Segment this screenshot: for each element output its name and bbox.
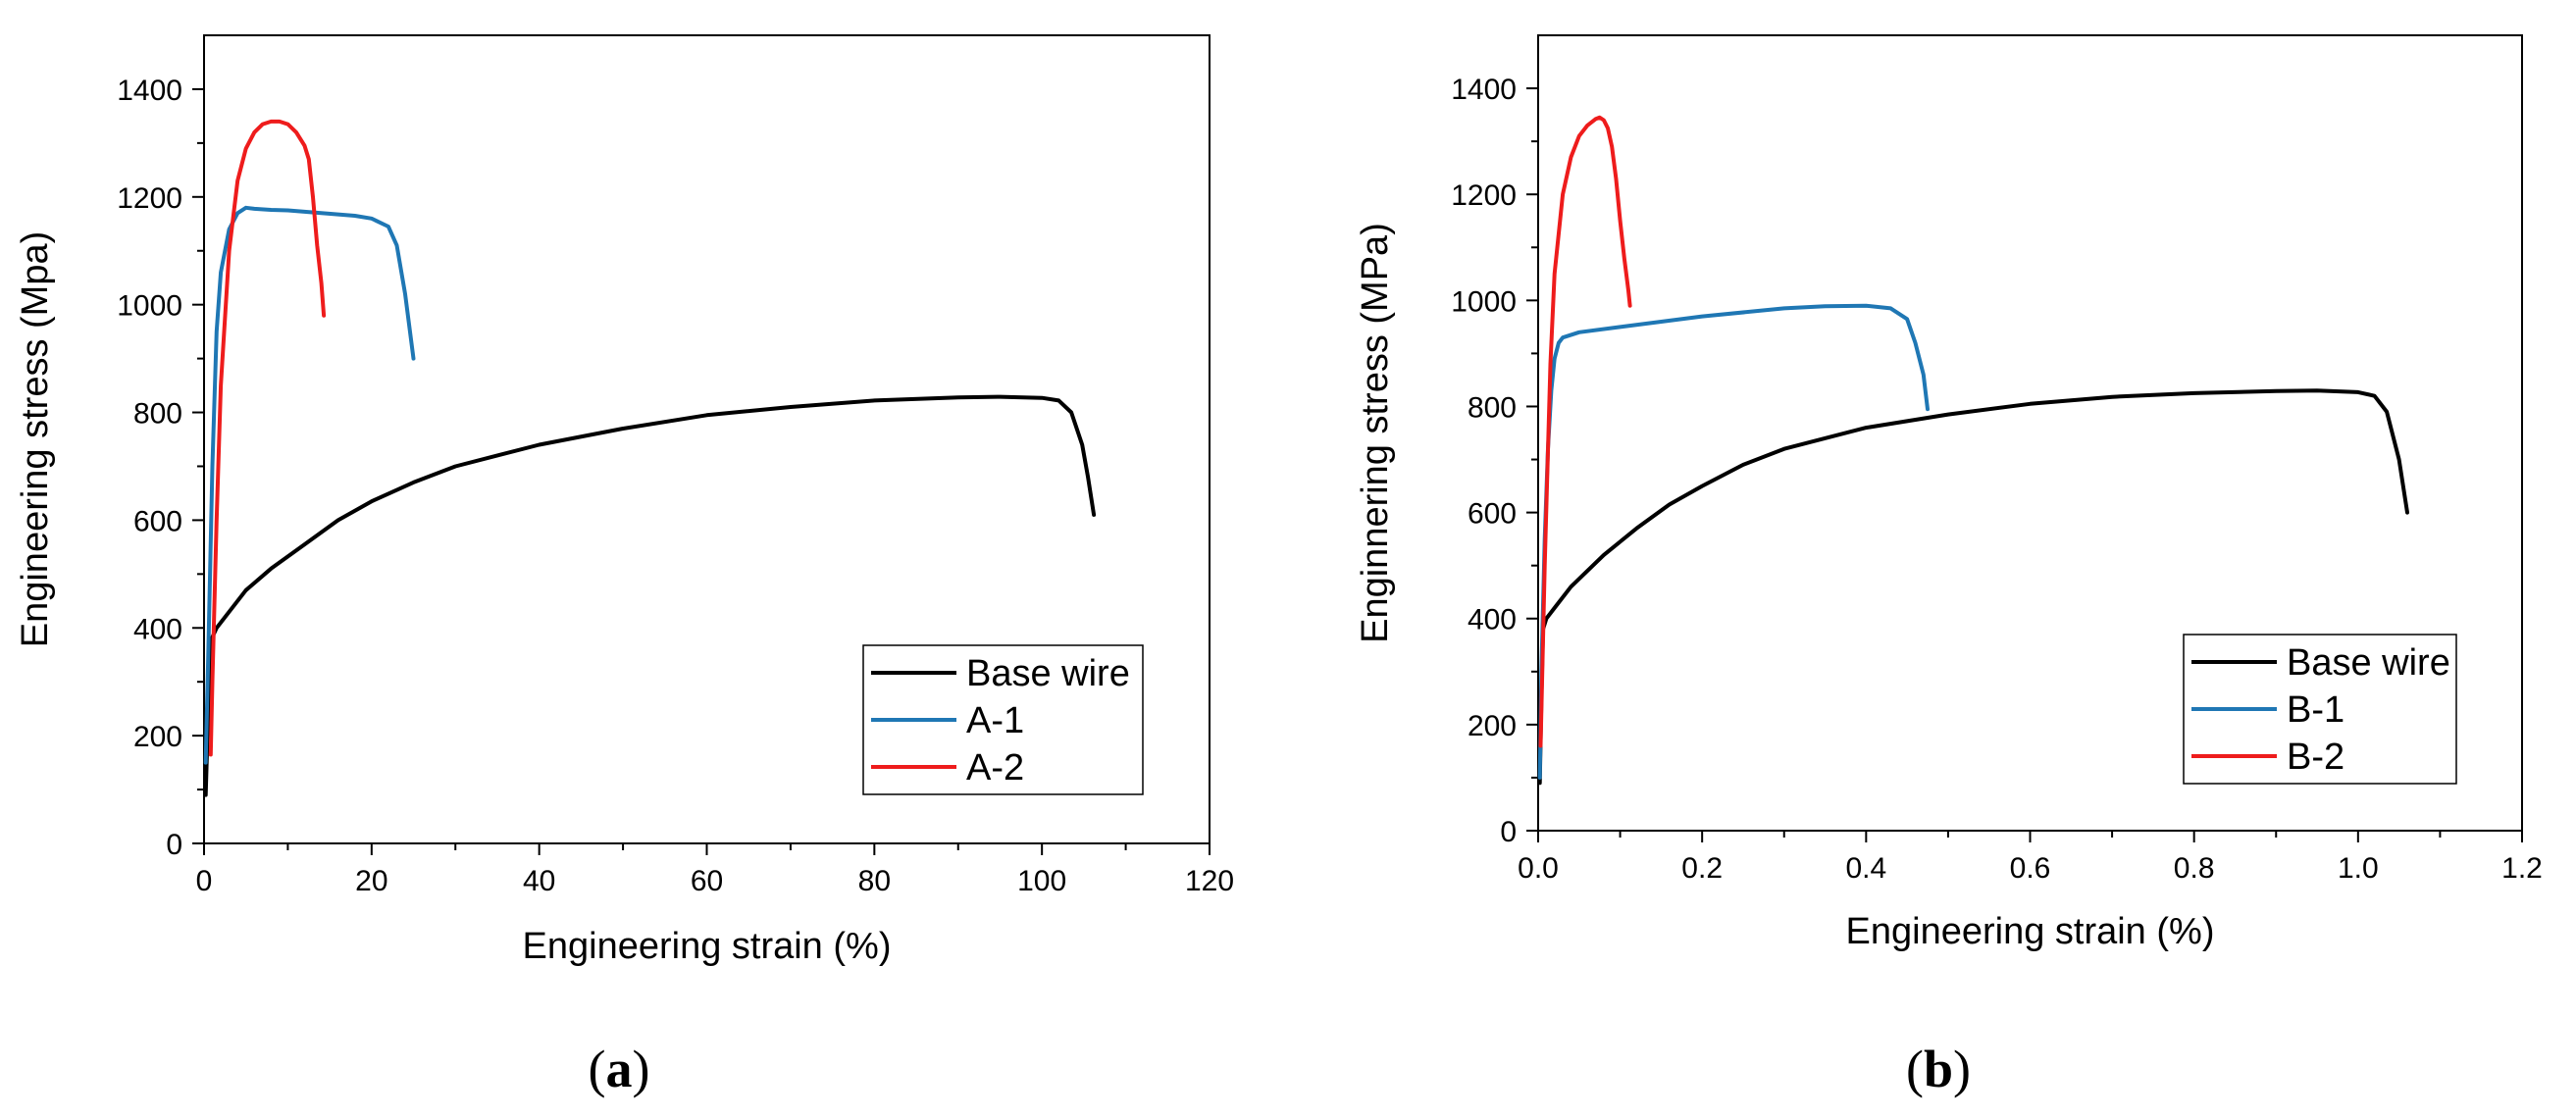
panel-b-x-tick-label: 1.2: [2501, 852, 2543, 885]
panel-a-y-axis-title: Engineering stress (Mpa): [15, 231, 56, 648]
panel-b-x-axis-title: Engineering strain (%): [1846, 911, 2215, 952]
panel-a-y-tick-label: 1200: [117, 182, 182, 215]
panel-a-label: (a): [589, 1040, 650, 1098]
panel-a-series-base-wire: [203, 394, 1097, 797]
panel-a-x-tick-label: 80: [858, 865, 891, 897]
panel-b-series-base-wire: [1537, 388, 2409, 786]
panel-b-y-tick-label: 200: [1468, 710, 1517, 742]
panel-b-series-b-1: [1537, 303, 1930, 780]
panel-b-y-axis-title: Enginnering stress (MPa): [1355, 223, 1396, 643]
panel-a-series-a-1: [203, 205, 416, 765]
panel-b-y-tick-label: 1200: [1451, 179, 1517, 212]
panel-a-x-axis-title: Engineering strain (%): [523, 926, 892, 967]
panel-a-y-tick-label: 200: [133, 721, 182, 753]
panel-b-x-tick-label: 0.8: [2174, 852, 2215, 885]
panel-a-y-tick-label: 1000: [117, 290, 182, 323]
panel-a-y-tick-label: 1400: [117, 75, 182, 107]
panel-b-x-tick-label: 0.4: [1845, 852, 1886, 885]
panel-b-x-tick-label: 0.6: [2010, 852, 2051, 885]
panel-b-y-tick-label: 1400: [1451, 74, 1517, 106]
panel-a-x-tick-label: 60: [691, 865, 723, 897]
panel-b-y-tick-label: 0: [1500, 816, 1517, 848]
panel-a-legend-label: A-1: [966, 700, 1024, 741]
panel-b-x-tick-label: 1.0: [2338, 852, 2379, 885]
panel-a-legend-label: Base wire: [966, 653, 1130, 694]
panel-b-label: (b): [1906, 1040, 1971, 1098]
panel-b-legend-label: B-2: [2287, 737, 2344, 778]
chart-panel-b: 0.0 0.2 0.4 0.6 0.8 1.0 1.2 0 200 400 600 800 1000 12…: [1355, 34, 2543, 1098]
panel-b-y-tick-label: 800: [1468, 391, 1517, 424]
panel-a-legend-label: A-2: [966, 747, 1024, 788]
panel-b-series-b-2: [1538, 115, 1632, 748]
panel-b-legend-label: B-1: [2287, 689, 2344, 731]
panel-b-y-tick-label: 400: [1468, 604, 1517, 636]
panel-a-x-tick-label: 0: [196, 865, 213, 897]
panel-a-series-a-2: [208, 119, 327, 757]
panel-a-y-tick-label: 600: [133, 505, 182, 537]
panel-a-y-tick-label: 800: [133, 398, 182, 431]
panel-b-x-tick-label: 0.0: [1518, 852, 1559, 885]
panel-b-y-tick-label: 1000: [1451, 285, 1517, 318]
chart-panel-a: 0 20 40 60 80 100 1200200400600800100012001400…: [15, 34, 1234, 1098]
panel-a-y-tick-label: 400: [133, 613, 182, 645]
panel-b-legend-label: Base wire: [2287, 642, 2450, 684]
panel-a-x-tick-label: 100: [1017, 865, 1066, 897]
panel-b-y-tick-label: 600: [1468, 498, 1517, 531]
panel-a-y-tick-label: 0: [166, 829, 182, 861]
panel-a-x-tick-label: 40: [523, 865, 555, 897]
panel-a-x-tick-label: 120: [1185, 865, 1234, 897]
panel-b-x-tick-label: 0.2: [1681, 852, 1723, 885]
panel-a-x-tick-label: 20: [355, 865, 387, 897]
